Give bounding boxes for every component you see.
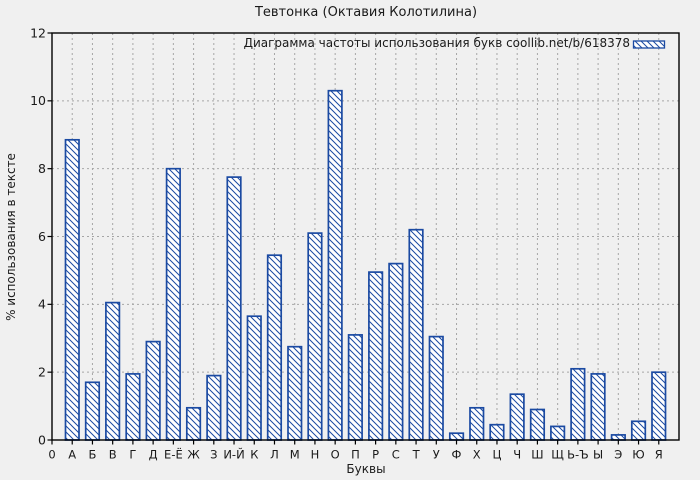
axis-ticks bbox=[47, 32, 660, 445]
x-tick-labels: 0 А Б В Г Д Е-Ё Ж З И-Й К Л М Н О П Р С Т У Ф Х Ц Ч Ш Щ Ь-Ъ Ы Э Ю Я bbox=[48, 447, 662, 462]
bar-Г bbox=[125, 373, 141, 441]
svg-text:6: 6 bbox=[38, 229, 46, 244]
bar-А bbox=[64, 138, 80, 441]
svg-text:Э: Э bbox=[614, 448, 622, 462]
bar-Ш bbox=[529, 408, 546, 441]
svg-text:8: 8 bbox=[38, 161, 46, 176]
bar-К bbox=[246, 315, 262, 441]
svg-text:Е-Ё: Е-Ё bbox=[164, 447, 183, 462]
svg-text:О: О bbox=[331, 448, 340, 462]
y-axis-label: % использования в тексте bbox=[4, 153, 18, 321]
svg-text:12: 12 bbox=[30, 25, 46, 40]
svg-text:Р: Р bbox=[372, 448, 379, 462]
bar-Э bbox=[610, 434, 626, 441]
bar-Ю bbox=[630, 420, 647, 441]
svg-text:Ч: Ч bbox=[513, 448, 521, 462]
bar-М bbox=[287, 345, 303, 441]
y-tick-labels: 0 2 4 6 8 10 12 bbox=[30, 25, 46, 447]
bar-Х bbox=[469, 406, 485, 441]
bar-Я bbox=[651, 371, 667, 441]
svg-text:Я: Я bbox=[655, 448, 663, 462]
svg-text:Х: Х bbox=[473, 448, 481, 462]
svg-text:А: А bbox=[68, 448, 76, 462]
svg-text:Ь-Ъ: Ь-Ъ bbox=[567, 448, 589, 462]
legend-label: Диаграмма частоты использования букв coo… bbox=[243, 36, 630, 50]
bars bbox=[64, 89, 667, 441]
svg-text:С: С bbox=[392, 448, 400, 462]
x-axis-label: Буквы bbox=[346, 462, 386, 476]
svg-text:Ф: Ф bbox=[452, 448, 462, 462]
bar-Ь-Ъ bbox=[570, 367, 586, 441]
bar-С bbox=[388, 262, 404, 441]
bar-Л bbox=[266, 254, 283, 441]
bar-Б bbox=[84, 381, 101, 441]
svg-text:4: 4 bbox=[38, 297, 46, 312]
svg-text:Ш: Ш bbox=[531, 448, 543, 462]
svg-text:Ж: Ж bbox=[187, 448, 200, 462]
bar-Ч bbox=[509, 393, 525, 441]
svg-text:И-Й: И-Й bbox=[223, 447, 244, 462]
svg-text:0: 0 bbox=[38, 432, 46, 447]
svg-text:В: В bbox=[109, 448, 117, 462]
bar-В bbox=[105, 301, 121, 441]
bar-Д bbox=[145, 340, 161, 441]
svg-text:У: У bbox=[433, 448, 440, 462]
svg-text:Б: Б bbox=[89, 448, 97, 462]
svg-text:Щ: Щ bbox=[551, 448, 564, 462]
svg-text:К: К bbox=[250, 448, 258, 462]
bar-Ы bbox=[590, 373, 606, 441]
bar-Ж bbox=[185, 406, 202, 441]
bar-П bbox=[347, 334, 363, 441]
svg-text:Ы: Ы bbox=[593, 448, 603, 462]
bar-Н bbox=[307, 232, 323, 441]
bar-Р bbox=[368, 271, 384, 441]
svg-text:Г: Г bbox=[129, 448, 136, 462]
svg-text:Д: Д bbox=[149, 448, 158, 462]
svg-text:Ц: Ц bbox=[493, 448, 502, 462]
bar-О bbox=[327, 89, 343, 441]
bar-Ф bbox=[448, 432, 465, 441]
svg-text:0: 0 bbox=[48, 448, 55, 462]
svg-text:М: М bbox=[290, 448, 300, 462]
bar-Е-Ё bbox=[165, 167, 181, 441]
bar-И-Й bbox=[226, 176, 242, 441]
svg-text:П: П bbox=[351, 448, 360, 462]
svg-text:Н: Н bbox=[311, 448, 320, 462]
legend-swatch bbox=[632, 40, 666, 49]
bar-Т bbox=[408, 228, 424, 441]
bar-Щ bbox=[550, 425, 566, 441]
svg-text:Ю: Ю bbox=[632, 448, 644, 462]
svg-text:2: 2 bbox=[38, 365, 46, 380]
svg-text:10: 10 bbox=[30, 93, 46, 108]
svg-text:З: З bbox=[210, 448, 217, 462]
svg-text:Т: Т bbox=[412, 448, 421, 462]
svg-text:Л: Л bbox=[270, 448, 279, 462]
bar-У bbox=[428, 335, 444, 441]
bar-Ц bbox=[489, 423, 505, 441]
chart-title: Тевтонка (Октавия Колотилина) bbox=[254, 5, 478, 20]
bar-З bbox=[206, 374, 222, 441]
